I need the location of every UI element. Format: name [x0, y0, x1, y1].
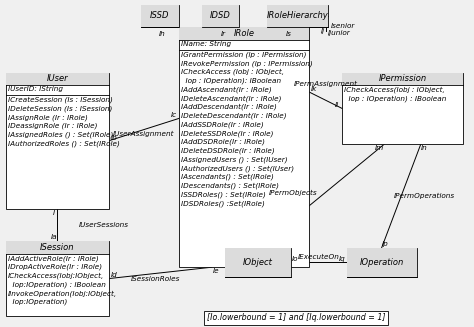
Text: ICheckAccess(Iobj : IObject,: ICheckAccess(Iobj : IObject, — [344, 86, 445, 93]
Text: IDeassignRole (Ir : IRole): IDeassignRole (Ir : IRole) — [8, 123, 98, 129]
Text: IRole: IRole — [234, 29, 255, 38]
Text: IInvokeOperation(Iobj:IObject,: IInvokeOperation(Iobj:IObject, — [8, 290, 117, 297]
Bar — [202, 5, 239, 27]
Text: Im: Im — [375, 145, 384, 151]
Text: IAssignedUsers () : Set(IUser): IAssignedUsers () : Set(IUser) — [181, 156, 287, 163]
Text: IAddDescendant(Ir : IRole): IAddDescendant(Ir : IRole) — [181, 104, 276, 111]
Text: IAddActiveRole(Ir : IRole): IAddActiveRole(Ir : IRole) — [8, 255, 99, 262]
Text: Ia: Ia — [50, 234, 57, 240]
Text: Iop:IOperation) : IBoolean: Iop:IOperation) : IBoolean — [8, 281, 106, 288]
Text: Isenior: Isenior — [330, 23, 355, 29]
Text: IDropActiveRole(Ir : IRole): IDropActiveRole(Ir : IRole) — [8, 264, 102, 270]
Text: Id: Id — [111, 272, 118, 278]
Bar — [267, 5, 328, 27]
Text: IPermOperations: IPermOperations — [393, 193, 455, 199]
Text: Ip: Ip — [382, 241, 389, 247]
Text: IPermAssignment: IPermAssignment — [294, 81, 358, 87]
Text: Ie: Ie — [213, 268, 219, 274]
Text: Ik: Ik — [311, 86, 317, 92]
Text: Iq: Iq — [338, 256, 346, 262]
Text: IAddAscendant(Ir : IRole): IAddAscendant(Ir : IRole) — [181, 86, 271, 93]
Bar — [141, 5, 179, 27]
Text: IAuthorizedRoles () : Set(IRole): IAuthorizedRoles () : Set(IRole) — [8, 141, 120, 147]
Text: IExecuteOn: IExecuteOn — [298, 253, 339, 260]
Text: IAddDSDRole(Ir : IRole): IAddDSDRole(Ir : IRole) — [181, 139, 264, 146]
Text: Iop : IOperation) : IBoolean: Iop : IOperation) : IBoolean — [344, 95, 446, 102]
Text: Ir: Ir — [220, 31, 226, 38]
Text: Iop : IOperation): IBoolean: Iop : IOperation): IBoolean — [181, 77, 281, 84]
Text: Ijunior: Ijunior — [328, 30, 351, 36]
Text: IObject: IObject — [243, 258, 273, 267]
Text: IDeleteDescendant(Ir : IRole): IDeleteDescendant(Ir : IRole) — [181, 112, 286, 119]
Text: IRoleHierarchy: IRoleHierarchy — [267, 11, 328, 21]
Text: Il: Il — [335, 102, 339, 108]
Text: IAssignedRoles () : Set(IRole): IAssignedRoles () : Set(IRole) — [8, 132, 113, 138]
Text: IDeleteSSDRole(Ir : IRole): IDeleteSSDRole(Ir : IRole) — [181, 130, 273, 137]
Text: Ib: Ib — [111, 135, 118, 141]
Bar — [141, 5, 179, 27]
Text: IDeleteAscendant(Ir : IRole): IDeleteAscendant(Ir : IRole) — [181, 95, 281, 102]
Bar — [267, 5, 328, 27]
Text: Ih: Ih — [159, 31, 166, 38]
Text: Ij: Ij — [321, 27, 325, 34]
Bar — [202, 5, 239, 27]
Text: ISSDRoles() : Set(IRole): ISSDRoles() : Set(IRole) — [181, 191, 265, 198]
Text: IUserSessions: IUserSessions — [78, 222, 128, 228]
Text: ISSD: ISSD — [150, 11, 170, 21]
Text: IUserID: IString: IUserID: IString — [8, 86, 63, 93]
Bar — [6, 73, 109, 209]
Text: IUser: IUser — [46, 74, 68, 83]
Bar — [346, 248, 417, 277]
Text: ISessionRoles: ISessionRoles — [131, 276, 180, 282]
Text: Is: Is — [285, 31, 291, 38]
Text: IDSDRoles() :Set(IRole): IDSDRoles() :Set(IRole) — [181, 200, 264, 207]
Text: ICheckAccess (Iobj : IObject,: ICheckAccess (Iobj : IObject, — [181, 69, 283, 76]
Bar — [342, 73, 463, 85]
Bar — [225, 248, 291, 277]
Text: Io: Io — [292, 256, 299, 262]
Bar — [179, 27, 310, 40]
Text: IGrantPermission (lp : IPermission): IGrantPermission (lp : IPermission) — [181, 51, 306, 58]
Text: ICheckAccess(Iobj:IObject,: ICheckAccess(Iobj:IObject, — [8, 272, 104, 279]
Text: ICreateSession (Is : ISession): ICreateSession (Is : ISession) — [8, 97, 113, 103]
Text: IDeleteDSDRole(Ir : IRole): IDeleteDSDRole(Ir : IRole) — [181, 147, 274, 154]
Text: IDSD: IDSD — [210, 11, 231, 21]
Text: IDeleteSession (Is : ISession): IDeleteSession (Is : ISession) — [8, 106, 112, 112]
Text: Ic: Ic — [171, 112, 177, 118]
Text: IUserAssignment: IUserAssignment — [113, 130, 174, 137]
Text: IOperation: IOperation — [359, 258, 404, 267]
Text: IPermObjects: IPermObjects — [269, 190, 318, 196]
Text: IRevokePermission (lp : IPermission): IRevokePermission (lp : IPermission) — [181, 60, 312, 67]
Bar — [179, 27, 310, 267]
Bar — [346, 248, 417, 277]
Bar — [6, 73, 109, 85]
Text: IPermission: IPermission — [379, 74, 427, 83]
Text: Iop:IOperation): Iop:IOperation) — [8, 299, 67, 305]
Text: IAssignRole (Ir : IRole): IAssignRole (Ir : IRole) — [8, 114, 88, 121]
Bar — [225, 248, 291, 277]
Text: IName: String: IName: String — [181, 41, 231, 47]
Bar — [6, 241, 109, 254]
Text: IAddSSDRole(Ir : IRole): IAddSSDRole(Ir : IRole) — [181, 121, 263, 128]
Text: In: In — [421, 145, 428, 151]
Text: [Io.lowerbound = 1] and [Iq.lowerbound = 1]: [Io.lowerbound = 1] and [Iq.lowerbound =… — [207, 313, 385, 322]
Bar — [342, 73, 463, 144]
Text: I: I — [53, 210, 55, 216]
Text: ISession: ISession — [40, 243, 74, 252]
Text: IDescendants() : Set(IRole): IDescendants() : Set(IRole) — [181, 182, 279, 189]
Text: IAuthorizedUsers () : Set(IUser): IAuthorizedUsers () : Set(IUser) — [181, 165, 294, 172]
Bar — [6, 241, 109, 316]
Text: IAscendants() : Set(IRole): IAscendants() : Set(IRole) — [181, 174, 273, 181]
